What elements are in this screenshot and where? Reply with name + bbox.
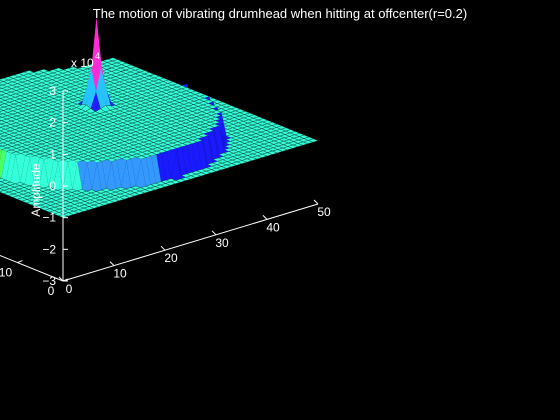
- x-tick-mark: [58, 276, 64, 282]
- surface-patch: [77, 160, 88, 190]
- surface-patch: [106, 88, 116, 106]
- surface-patch: [197, 140, 207, 170]
- surface-patch: [90, 91, 101, 112]
- surface-patch: [81, 68, 92, 105]
- surface-patch: [34, 157, 44, 187]
- x-tick-mark: [211, 230, 217, 236]
- surface-patch: [62, 158, 74, 163]
- surface-patch: [187, 143, 197, 173]
- surface-patch: [48, 159, 59, 189]
- surface-patch: [192, 142, 202, 171]
- surface-patch: [181, 145, 192, 174]
- surface-patch: [91, 162, 102, 192]
- surface-patch: [6, 153, 16, 182]
- surface-patch: [141, 157, 151, 187]
- y-tick-label: 0: [48, 284, 55, 298]
- surface-patch: [1, 151, 12, 181]
- surface-patch: [96, 161, 107, 190]
- surface-patch: [156, 152, 167, 182]
- surface-patch: [53, 161, 63, 191]
- surface-patch: [166, 149, 177, 179]
- surface-patch: [202, 135, 213, 165]
- y-axis-line: [0, 254, 64, 282]
- x-tick-mark: [262, 215, 268, 220]
- z-tick-label: 0: [49, 179, 56, 193]
- surface-patch: [82, 162, 92, 192]
- surface-patch: [161, 151, 172, 181]
- surface-patch: [44, 157, 54, 187]
- z-tick-label: −2: [42, 242, 56, 256]
- x-axis-line: [62, 203, 319, 282]
- surface-patch: [24, 157, 35, 186]
- surface-patch: [95, 68, 106, 109]
- x-tick-mark: [313, 199, 319, 205]
- surface-patch: [214, 125, 224, 155]
- axes: [0, 90, 319, 282]
- surface-patch: [0, 148, 2, 160]
- z-tick-label: 3: [49, 84, 56, 98]
- x-tick-label: 40: [266, 220, 280, 234]
- surface-patch: [101, 68, 111, 106]
- surface-patch: [62, 161, 73, 191]
- surface-patch: [38, 155, 50, 160]
- surface-patch: [87, 160, 97, 190]
- surface-patch: [86, 68, 96, 109]
- surface-patch: [67, 160, 78, 190]
- surface-patch: [126, 158, 136, 188]
- surface-patch: [111, 160, 122, 189]
- surface-patch: [15, 153, 26, 183]
- z-tick-label: 1: [49, 147, 56, 161]
- surface-patch: [208, 130, 219, 160]
- x-tick-label: 20: [164, 251, 178, 265]
- surface-patch: [91, 17, 101, 92]
- surface-patch: [10, 155, 21, 184]
- surface-patch: [131, 157, 142, 186]
- surface-patch: [121, 160, 131, 189]
- z-tick-label: 2: [49, 116, 56, 130]
- surface-patch: [151, 154, 161, 184]
- surface-patch: [146, 156, 156, 185]
- surface-patch: [29, 155, 40, 185]
- z-axis-label: Amplitude: [29, 163, 43, 217]
- z-tick-label: −1: [42, 211, 56, 225]
- x-tick-mark: [160, 245, 166, 251]
- x-tick-label: 10: [113, 267, 127, 281]
- x-tick-label: 0: [66, 282, 73, 296]
- x-tick-label: 50: [317, 205, 331, 219]
- surface-patch: [102, 159, 112, 189]
- surface-patch: [176, 146, 187, 176]
- surface-patch: [171, 151, 181, 181]
- z-tick-label: −3: [42, 274, 56, 288]
- y-tick-mark: [17, 260, 23, 264]
- surface-patch: [20, 155, 30, 185]
- x-tick-mark: [109, 261, 115, 266]
- chart-title: The motion of vibrating drumhead when hi…: [93, 6, 467, 21]
- surface-patch: [0, 149, 7, 179]
- surface-patch: [136, 159, 146, 188]
- z-scale-exponent: 4: [95, 51, 100, 61]
- surface-mesh: [0, 17, 319, 218]
- surface-patch: [38, 159, 49, 189]
- y-tick-label: 10: [0, 266, 12, 280]
- surface-patch: [106, 161, 117, 191]
- x-tick-label: 30: [215, 236, 229, 250]
- tick-labels: 010203040500102030403210−1−2−3: [0, 84, 331, 298]
- surface-patch: [116, 158, 127, 188]
- surface-patch: [72, 162, 83, 191]
- z-scale-factor: x 10: [71, 56, 94, 70]
